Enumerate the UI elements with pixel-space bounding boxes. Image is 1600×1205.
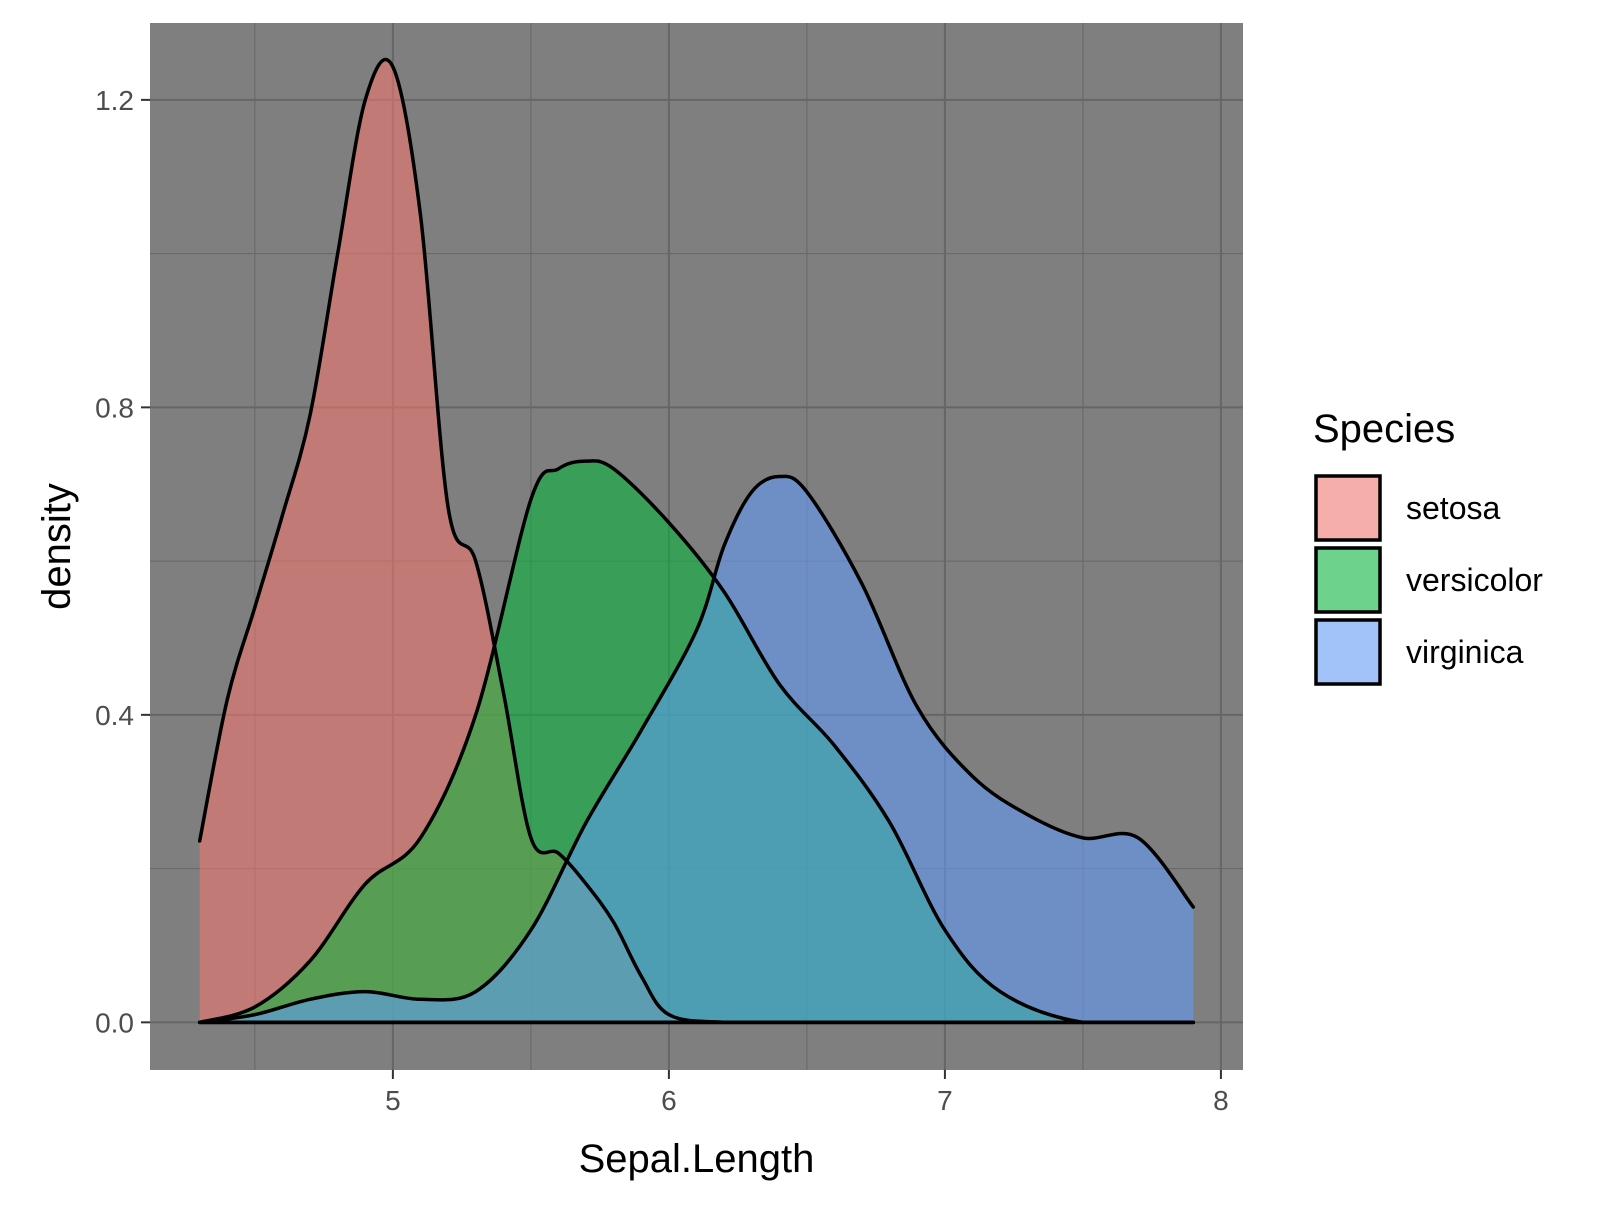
y-tick-label: 1.2 [95, 85, 134, 116]
legend-label-setosa: setosa [1406, 490, 1500, 526]
y-tick-label: 0.4 [95, 700, 134, 731]
legend-key-setosa [1314, 474, 1382, 542]
legend-key-virginica [1314, 618, 1382, 686]
legend-items: setosa versicolor virginica [1314, 474, 1543, 686]
legend-title: Species [1313, 407, 1455, 451]
density-areas [199, 59, 1194, 1023]
y-tick-label: 0.8 [95, 392, 134, 423]
x-axis: 5 6 7 8 [385, 1070, 1229, 1116]
legend-label-virginica: virginica [1406, 634, 1524, 670]
x-axis-title: Sepal.Length [579, 1137, 815, 1181]
y-tick-label: 0.0 [95, 1007, 134, 1038]
density-outlines [197, 57, 1196, 1025]
y-axis-title: density [35, 483, 79, 610]
x-tick-label: 6 [661, 1085, 677, 1116]
density-outline-virginica [197, 474, 1196, 1025]
x-tick-label: 8 [1213, 1085, 1229, 1116]
legend-key-versicolor [1314, 546, 1382, 614]
density-area-setosa [199, 59, 1194, 1023]
legend-label-versicolor: versicolor [1406, 562, 1543, 598]
x-tick-label: 5 [385, 1085, 401, 1116]
density-area-virginica [199, 476, 1194, 1023]
y-axis: 0.0 0.4 0.8 1.2 [95, 85, 150, 1038]
legend: Species setosa versicolor virginica [1313, 407, 1543, 686]
x-tick-label: 7 [937, 1085, 953, 1116]
